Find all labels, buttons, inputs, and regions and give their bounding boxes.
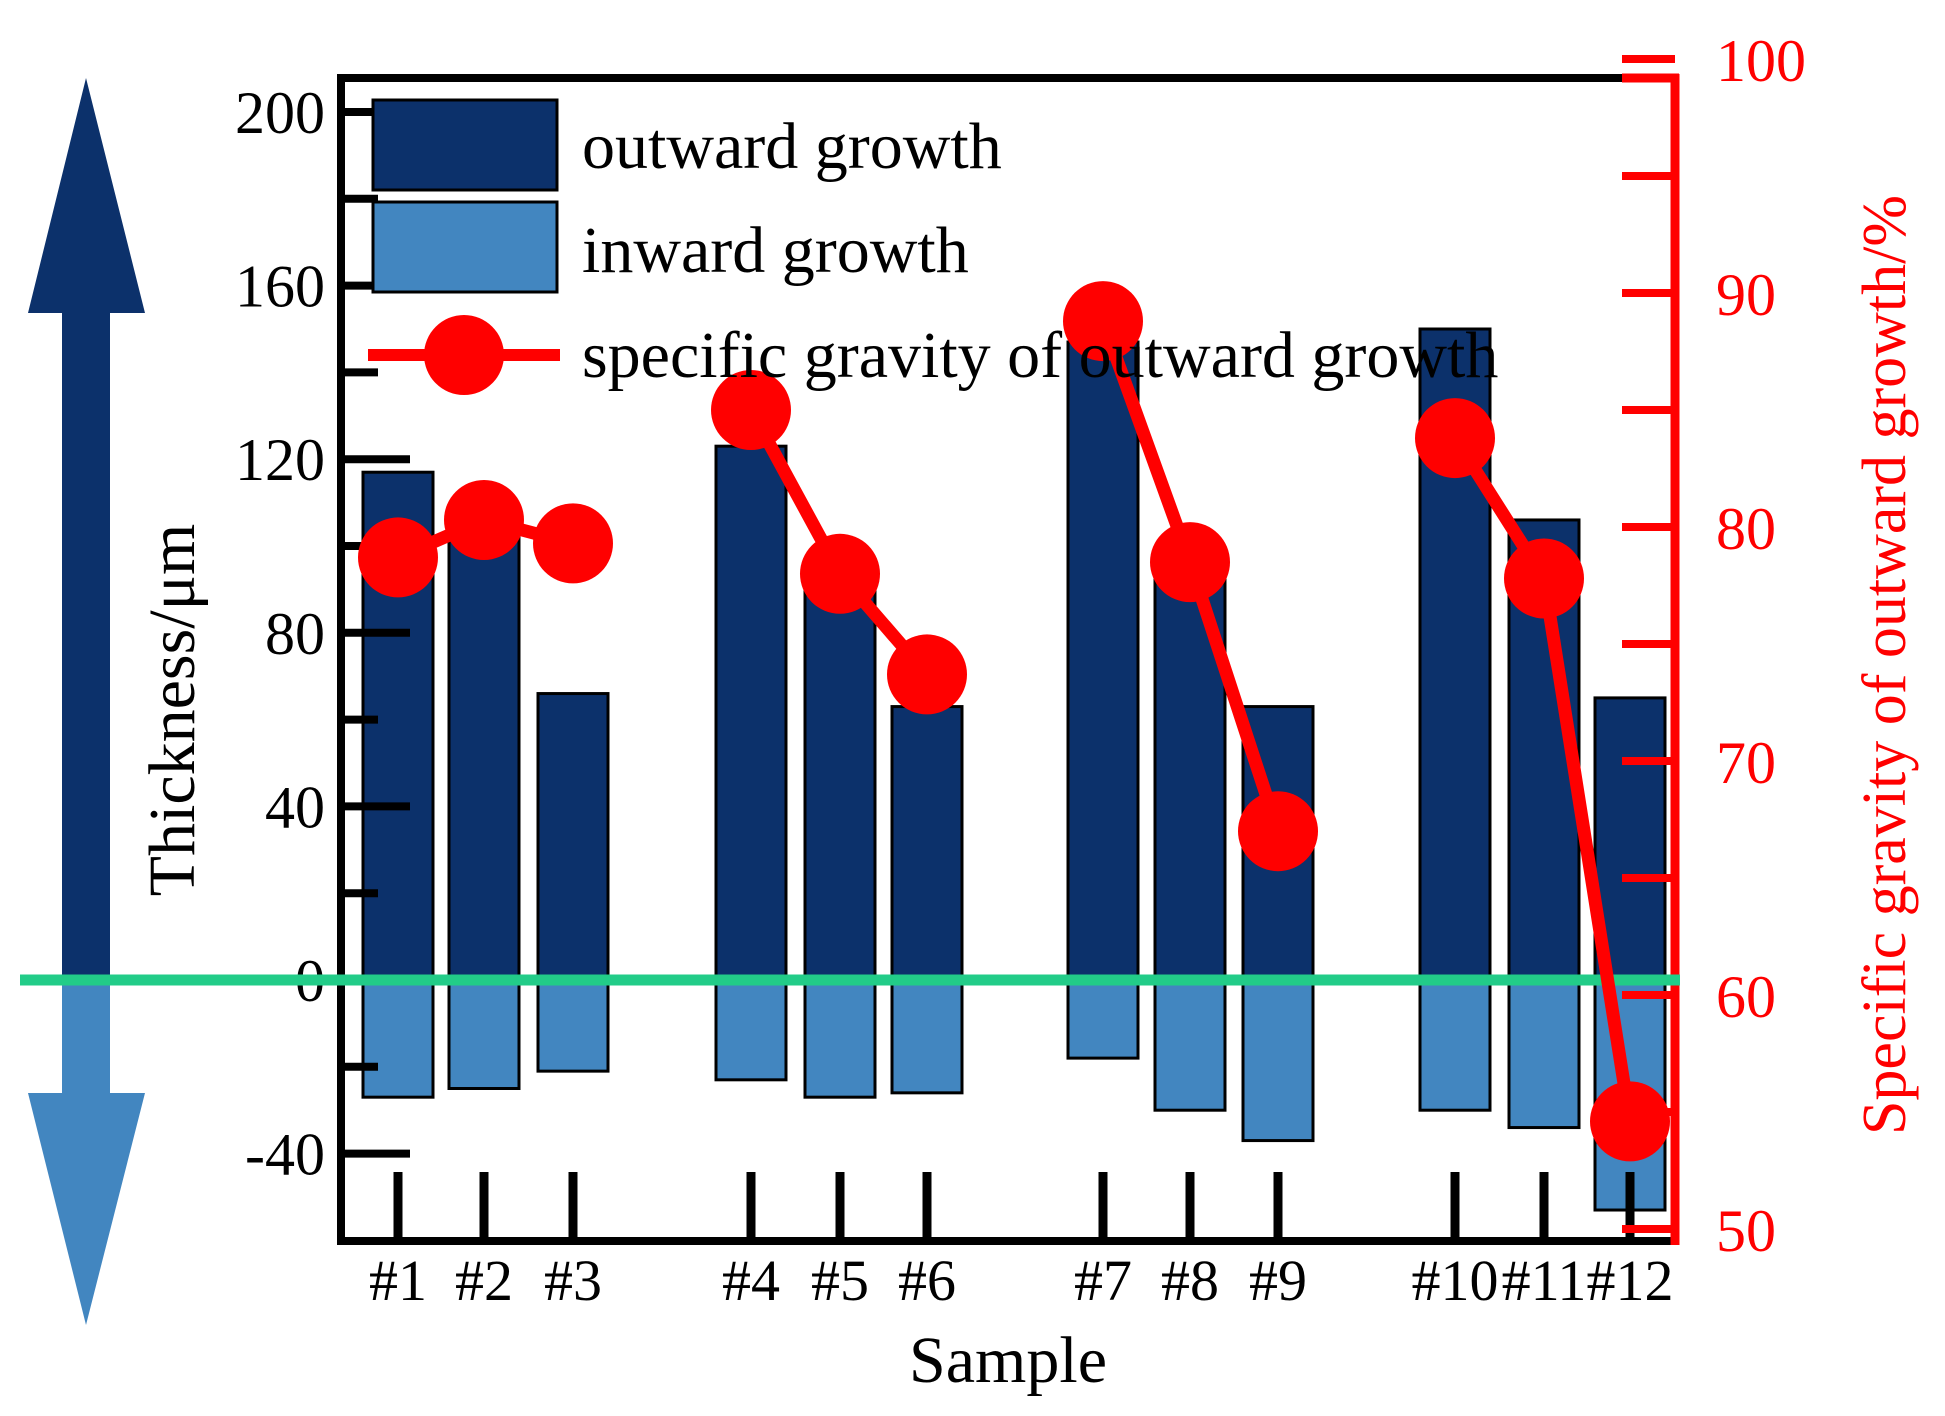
ratio-point-9 xyxy=(1238,791,1318,872)
legend-label-line: specific gravity of outward growth xyxy=(582,319,1498,392)
outward-bar-4 xyxy=(714,444,788,982)
y2-tick-label: 50 xyxy=(1716,1198,1776,1264)
ratio-point-3 xyxy=(533,503,613,584)
inward-bar-9 xyxy=(1241,978,1315,1143)
inward-arrow-icon xyxy=(28,985,145,1325)
ratio-point-12 xyxy=(1590,1081,1670,1162)
inward-bar-10 xyxy=(1418,978,1492,1112)
x-tick-label: #1 xyxy=(369,1248,427,1313)
side-arrows xyxy=(28,78,145,1325)
inward-bar-2 xyxy=(447,978,521,1090)
y2-tick-label: 70 xyxy=(1716,730,1776,796)
y-tick-label: -40 xyxy=(245,1122,325,1188)
outward-bar-5 xyxy=(803,587,877,982)
y-axis-title: Thickness/μm xyxy=(136,524,209,897)
y2-axis-title: Specific gravity of outward growth/% xyxy=(1851,195,1919,1135)
x-tick-label: #9 xyxy=(1249,1248,1307,1313)
outward-bar-3 xyxy=(536,692,610,982)
inward-bar-7 xyxy=(1066,978,1140,1060)
y2-tick-label: 90 xyxy=(1716,262,1776,328)
y-tick-label: 80 xyxy=(265,601,325,667)
y2-tick-label: 100 xyxy=(1716,28,1806,94)
ratio-point-6 xyxy=(887,634,967,715)
x-tick-label: #5 xyxy=(811,1248,869,1313)
ratio-point-8 xyxy=(1150,522,1230,603)
ratio-point-7 xyxy=(1063,281,1143,362)
inward-bar-8 xyxy=(1153,978,1227,1112)
outward-bar-2 xyxy=(447,527,521,982)
inward-bar-11 xyxy=(1507,978,1581,1130)
inward-bars xyxy=(361,978,1667,1212)
outward-bar-7 xyxy=(1066,340,1140,982)
x-axis-title: Sample xyxy=(909,1324,1107,1397)
inward-bar-5 xyxy=(803,978,877,1099)
x-tick-label: #12 xyxy=(1587,1248,1674,1313)
x-tick-label: #6 xyxy=(898,1248,956,1313)
ratio-point-4 xyxy=(711,370,791,450)
x-tick-label: #8 xyxy=(1161,1248,1219,1313)
specific-gravity-line xyxy=(358,281,1670,1162)
legend-swatch-outward xyxy=(371,98,559,192)
y2-tick-label: 80 xyxy=(1716,496,1776,562)
ratio-point-2 xyxy=(444,479,524,560)
y2-tick-label: 60 xyxy=(1716,964,1776,1030)
inward-bar-1 xyxy=(361,978,435,1099)
legend-label-inward: inward growth xyxy=(582,214,969,287)
y-tick-label: 160 xyxy=(235,254,325,320)
x-tick-label: #11 xyxy=(1502,1248,1587,1313)
legend: outward growth inward growth specific gr… xyxy=(368,98,1498,395)
ratio-point-10 xyxy=(1415,398,1495,479)
inward-bar-3 xyxy=(536,978,610,1073)
bottom-axis-ticks: #1 #2 #3 #4 #5 #6 #7 #8 #9 #10 #11 #12 xyxy=(369,1172,1674,1313)
x-tick-label: #7 xyxy=(1074,1248,1132,1313)
ratio-point-5 xyxy=(800,533,880,614)
x-tick-label: #4 xyxy=(722,1248,780,1313)
x-tick-label: #10 xyxy=(1412,1248,1499,1313)
y-tick-label: 200 xyxy=(235,80,325,146)
right-axis: 100 90 80 70 60 50 xyxy=(1622,28,1806,1264)
y-tick-label: 120 xyxy=(235,427,325,493)
x-tick-label: #2 xyxy=(455,1248,513,1313)
y-tick-label: 40 xyxy=(265,774,325,840)
inward-bar-4 xyxy=(714,978,788,1082)
legend-marker xyxy=(424,315,504,395)
outward-bar-6 xyxy=(890,705,964,982)
outward-arrow-icon xyxy=(28,78,145,985)
ratio-point-1 xyxy=(358,517,438,598)
legend-label-outward: outward growth xyxy=(582,110,1002,183)
ratio-point-11 xyxy=(1504,538,1584,619)
legend-swatch-inward xyxy=(371,200,559,294)
x-tick-label: #3 xyxy=(544,1248,602,1313)
inward-bar-6 xyxy=(890,978,964,1095)
